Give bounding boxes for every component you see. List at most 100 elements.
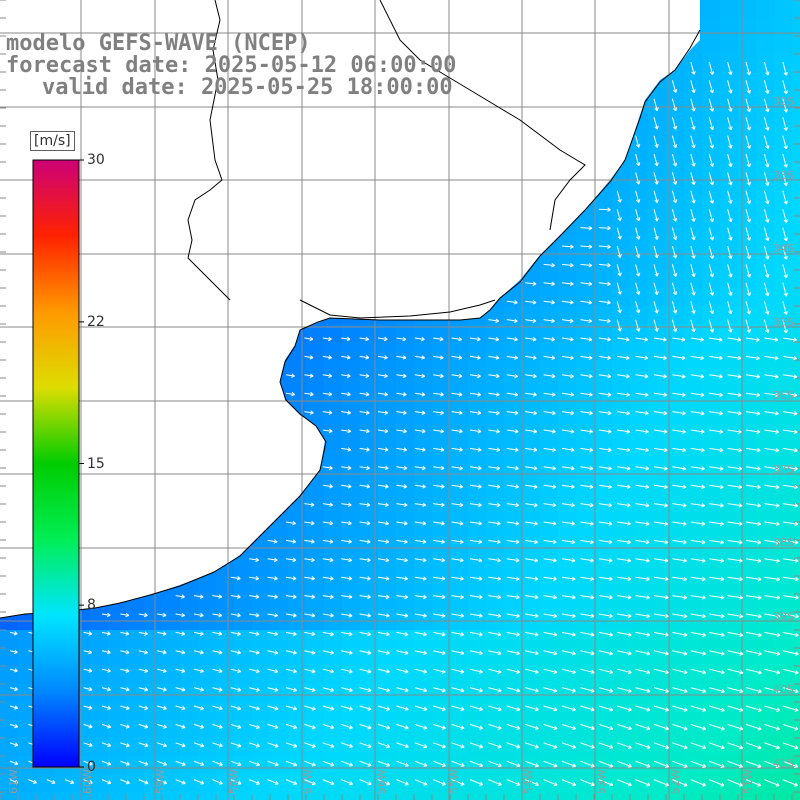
speed-cell bbox=[414, 414, 433, 433]
speed-cell bbox=[666, 522, 685, 541]
speed-cell bbox=[90, 756, 109, 775]
wind-arrow bbox=[377, 502, 389, 507]
speed-cell bbox=[702, 792, 721, 800]
speed-cell bbox=[414, 684, 433, 703]
wind-arrow bbox=[543, 576, 557, 581]
wind-arrow bbox=[488, 373, 500, 379]
wind-arrow bbox=[396, 539, 408, 544]
wind-arrow bbox=[433, 428, 445, 434]
wind-arrow bbox=[322, 465, 333, 471]
speed-cell bbox=[522, 630, 541, 649]
speed-cell bbox=[648, 90, 667, 109]
wind-arrow bbox=[708, 61, 715, 75]
speed-cell bbox=[576, 342, 595, 361]
wind-arrow bbox=[745, 264, 752, 278]
wind-arrow bbox=[763, 227, 770, 242]
speed-cell bbox=[558, 540, 577, 559]
speed-cell bbox=[630, 432, 649, 451]
speed-cell bbox=[630, 738, 649, 757]
valid-date: valid date: 2025-05-25 18:00:00 bbox=[42, 75, 453, 100]
wind-arrow bbox=[341, 484, 352, 489]
wind-arrow bbox=[635, 209, 641, 222]
speed-cell bbox=[702, 468, 721, 487]
speed-cell bbox=[702, 774, 721, 793]
speed-cell bbox=[594, 648, 613, 667]
wind-arrow bbox=[488, 336, 500, 342]
wind-arrow bbox=[745, 539, 762, 545]
wind-arrow bbox=[635, 301, 641, 314]
speed-cell bbox=[0, 756, 19, 775]
wind-arrow bbox=[525, 558, 539, 563]
speed-cell bbox=[720, 756, 739, 775]
speed-cell bbox=[144, 792, 163, 800]
speed-cell bbox=[648, 486, 667, 505]
wind-arrow bbox=[671, 172, 678, 185]
speed-cell bbox=[720, 216, 739, 235]
wind-arrow bbox=[561, 318, 574, 324]
speed-cell bbox=[342, 486, 361, 505]
speed-cell bbox=[288, 594, 307, 613]
speed-cell bbox=[738, 774, 757, 793]
wind-arrow bbox=[359, 576, 371, 581]
wind-arrow bbox=[488, 539, 501, 545]
speed-cell bbox=[648, 774, 667, 793]
speed-cell bbox=[648, 324, 667, 343]
speed-cell bbox=[360, 666, 379, 685]
speed-cell bbox=[486, 522, 505, 541]
speed-cell bbox=[738, 234, 757, 253]
speed-cell bbox=[630, 342, 649, 361]
speed-cell bbox=[36, 774, 55, 793]
wind-arrow bbox=[782, 153, 788, 168]
wind-arrow bbox=[469, 392, 482, 397]
wind-arrow bbox=[267, 594, 278, 599]
speed-cell bbox=[306, 630, 325, 649]
speed-cell bbox=[738, 558, 757, 577]
coastline bbox=[0, 0, 701, 619]
wind-arrow bbox=[727, 484, 743, 490]
speed-cell bbox=[504, 378, 523, 397]
wind-arrow bbox=[598, 484, 612, 489]
speed-cell bbox=[342, 666, 361, 685]
speed-cell bbox=[630, 252, 649, 271]
wind-arrow bbox=[763, 319, 770, 334]
speed-cell bbox=[756, 198, 775, 217]
speed-cell bbox=[720, 432, 739, 451]
wind-arrow bbox=[616, 209, 622, 222]
speed-cell bbox=[648, 432, 667, 451]
speed-cell bbox=[432, 576, 451, 595]
speed-cell bbox=[612, 738, 631, 757]
speed-cell bbox=[774, 0, 793, 19]
wind-arrow bbox=[635, 429, 649, 434]
wind-arrow bbox=[617, 595, 632, 600]
speed-cell bbox=[702, 576, 721, 595]
speed-cell bbox=[504, 486, 523, 505]
wind-arrow bbox=[727, 319, 733, 333]
wind-arrow bbox=[543, 392, 556, 397]
speed-cell bbox=[576, 270, 595, 289]
speed-cell bbox=[720, 486, 739, 505]
speed-cell bbox=[324, 486, 343, 505]
wind-arrow bbox=[727, 190, 733, 204]
wind-arrow bbox=[617, 521, 631, 526]
speed-cell bbox=[612, 756, 631, 775]
speed-cell bbox=[504, 756, 523, 775]
wind-arrow bbox=[304, 502, 315, 507]
speed-cell bbox=[108, 684, 127, 703]
wind-arrow bbox=[653, 595, 669, 600]
speed-cell bbox=[792, 324, 800, 343]
speed-cell bbox=[342, 576, 361, 595]
wind-arrow bbox=[764, 392, 779, 398]
speed-cell bbox=[612, 306, 631, 325]
speed-cell bbox=[360, 342, 379, 361]
speed-cell bbox=[792, 288, 800, 307]
speed-cell bbox=[522, 288, 541, 307]
speed-cell bbox=[414, 720, 433, 739]
speed-cell bbox=[306, 738, 325, 757]
speed-cell bbox=[630, 540, 649, 559]
speed-cell bbox=[738, 504, 757, 523]
speed-cell bbox=[396, 576, 415, 595]
wind-arrow bbox=[469, 484, 482, 489]
speed-cell bbox=[144, 594, 163, 613]
speed-cell bbox=[648, 756, 667, 775]
wind-arrow bbox=[433, 410, 444, 415]
